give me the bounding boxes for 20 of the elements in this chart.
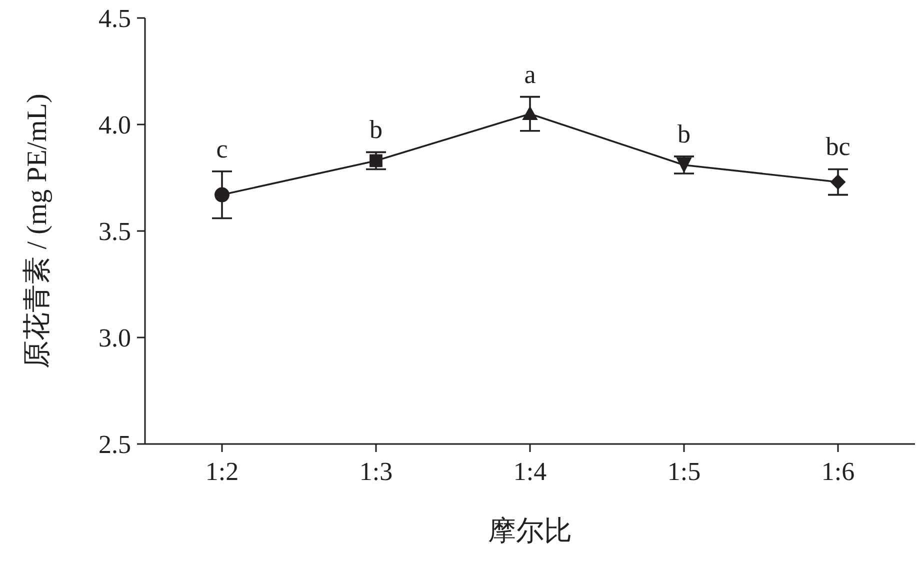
y-tick-label: 3.0 [98, 324, 131, 352]
x-axis-title: 摩尔比 [488, 516, 572, 547]
x-tick-label: 1:3 [359, 457, 393, 486]
y-axis-title: 原花青素 / (mg PE/mL) [22, 94, 53, 368]
y-tick-label: 4.0 [98, 110, 131, 140]
point [830, 174, 846, 190]
x-tick-label: 1:6 [821, 457, 855, 486]
y-tick-label: 4.5 [98, 4, 131, 33]
y-tick-label: 3.5 [98, 217, 131, 246]
x-tick-label: 1:4 [513, 457, 547, 486]
annotation: b [370, 115, 382, 144]
x-tick-label: 1:2 [205, 457, 239, 486]
y-tick-label: 2.5 [98, 430, 131, 459]
annotation: bc [826, 132, 850, 162]
annotation: b [678, 119, 690, 148]
annotation: a [524, 60, 536, 89]
annotation: c [216, 134, 228, 164]
point [522, 106, 538, 120]
point [214, 187, 230, 202]
x-tick-label: 1:5 [667, 457, 701, 486]
